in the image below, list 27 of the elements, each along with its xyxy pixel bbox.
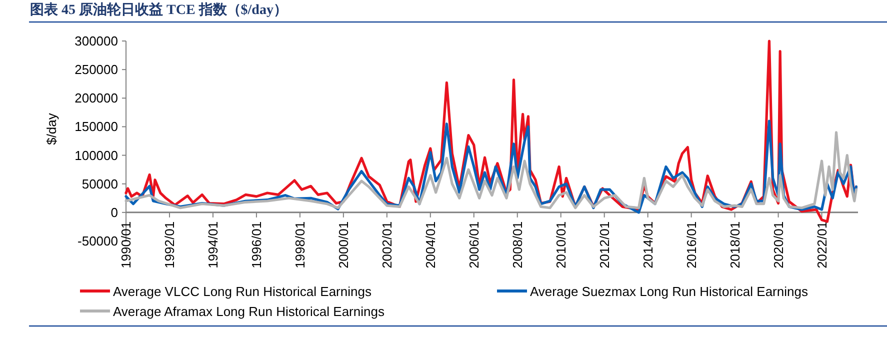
x-tick-label: 1996/01 [248,221,264,268]
x-tick-label: 1990/01 [118,221,134,268]
x-tick-label: 2012/01 [596,221,612,268]
x-tick-label: 2010/01 [553,221,568,268]
x-tick-label: 2004/01 [422,221,438,268]
x-tick-label: 2014/01 [640,221,656,268]
y-tick-label: 0 [110,204,118,220]
y-tick-label: 100000 [74,148,118,163]
y-tick-label: 200000 [74,90,118,106]
x-tick-label: 2022/01 [814,221,830,268]
x-tick-label: 1998/01 [292,221,308,268]
y-tick-label: 300000 [74,34,118,48]
y-tick-label: 50000 [82,176,118,192]
y-tick-label: 250000 [74,62,118,78]
x-tick-label: 2020/01 [770,221,786,268]
y-axis-title: $/day [44,112,59,145]
x-tick-label: 2008/01 [510,221,525,268]
y-tick-label: -50000 [78,234,118,248]
y-tick-label: 150000 [74,119,118,134]
title: 图表 45 原油轮日收益 TCE 指数（$/day） [30,3,288,18]
x-tick-label: 2018/01 [727,221,742,268]
x-tick-label: 2000/01 [336,221,351,268]
x-tick-label: 2016/01 [684,221,699,268]
x-tick-label: 2002/01 [379,221,394,268]
x-tick-label: 1994/01 [205,221,220,268]
x-tick-label: 1992/01 [162,221,177,268]
x-tick-label: 2006/01 [466,221,482,268]
